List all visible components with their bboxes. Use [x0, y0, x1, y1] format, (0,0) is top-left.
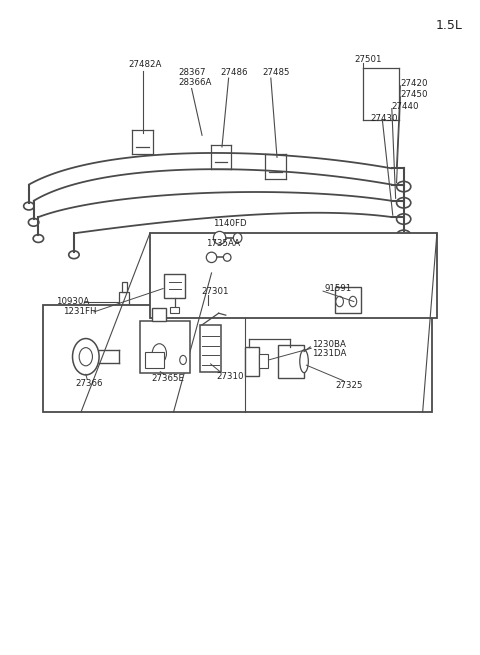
Text: 28367: 28367 — [179, 68, 206, 77]
Bar — [140, 321, 190, 373]
Ellipse shape — [223, 253, 231, 261]
Text: 27486: 27486 — [220, 68, 248, 77]
Text: 27485: 27485 — [262, 68, 290, 77]
Circle shape — [180, 356, 186, 365]
Ellipse shape — [28, 218, 39, 226]
Ellipse shape — [396, 181, 411, 192]
Bar — [259, 354, 267, 368]
Text: 27482A: 27482A — [129, 60, 162, 69]
Circle shape — [79, 348, 93, 365]
Bar — [164, 274, 185, 298]
Ellipse shape — [396, 198, 411, 208]
Text: 1735AA: 1735AA — [206, 238, 240, 248]
Bar — [122, 282, 127, 291]
Bar — [245, 347, 259, 376]
Bar — [278, 345, 304, 377]
Circle shape — [336, 296, 343, 307]
Text: 1231DA: 1231DA — [312, 349, 347, 358]
Bar — [145, 352, 164, 367]
Text: 27325: 27325 — [335, 381, 362, 390]
Text: 27365E: 27365E — [151, 374, 184, 383]
Ellipse shape — [24, 202, 34, 210]
Text: 1140FD: 1140FD — [214, 219, 247, 228]
Ellipse shape — [214, 231, 226, 244]
Ellipse shape — [33, 234, 44, 242]
Bar — [152, 308, 167, 321]
Ellipse shape — [233, 233, 242, 243]
Circle shape — [72, 339, 99, 375]
Text: 27501: 27501 — [354, 56, 382, 64]
Text: 27310: 27310 — [216, 371, 244, 381]
Text: 27301: 27301 — [201, 287, 228, 295]
Text: 1230BA: 1230BA — [312, 340, 346, 349]
Text: 27430: 27430 — [371, 114, 398, 123]
Text: 27366: 27366 — [75, 379, 102, 388]
Ellipse shape — [396, 214, 411, 224]
Bar — [43, 305, 432, 412]
Ellipse shape — [206, 252, 217, 263]
Circle shape — [152, 344, 167, 364]
Text: 1231FH: 1231FH — [63, 307, 97, 316]
Text: 10930A: 10930A — [56, 297, 89, 306]
Text: 27440: 27440 — [391, 102, 419, 111]
Text: 28366A: 28366A — [179, 78, 212, 87]
Bar — [335, 288, 361, 313]
Ellipse shape — [69, 251, 79, 259]
Text: 27450: 27450 — [400, 90, 428, 100]
Text: 27420: 27420 — [400, 79, 428, 88]
Bar — [120, 291, 129, 306]
Ellipse shape — [300, 350, 308, 373]
Bar — [200, 325, 221, 371]
Text: 1.5L: 1.5L — [436, 19, 463, 32]
Bar — [121, 306, 127, 314]
Text: 91591: 91591 — [324, 284, 352, 293]
Ellipse shape — [396, 230, 411, 240]
Bar — [150, 233, 437, 318]
Circle shape — [349, 296, 357, 307]
Bar — [170, 307, 179, 312]
